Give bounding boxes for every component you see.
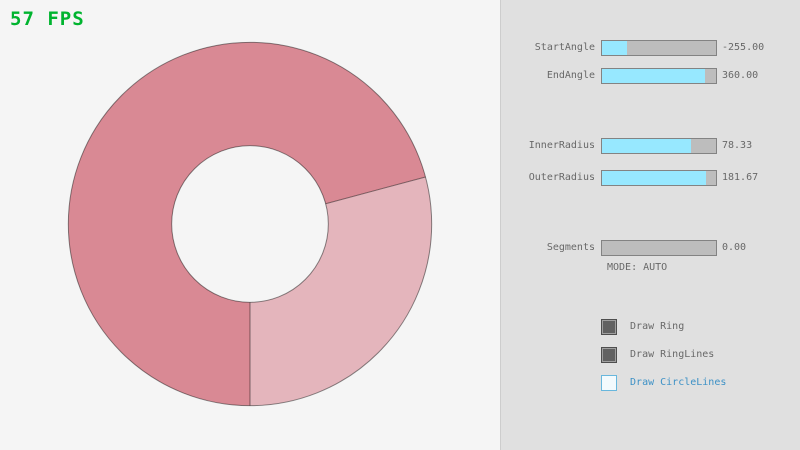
ring-sector-dark: [68, 42, 426, 406]
checkbox-draw-ringlines[interactable]: Draw RingLines: [601, 347, 714, 363]
slider-start-angle: StartAngle -255.00: [501, 40, 800, 56]
slider-outer-radius-value: 181.67: [722, 172, 759, 183]
slider-segments-label: Segments: [546, 242, 595, 253]
fps-counter: 57 FPS: [10, 8, 85, 30]
slider-start-angle-label: StartAngle: [534, 42, 595, 53]
slider-inner-radius: InnerRadius 78.33: [501, 138, 800, 154]
slider-outer-radius-fill: [602, 171, 706, 185]
checkbox-draw-ring[interactable]: Draw Ring: [601, 319, 684, 335]
ring-sector-light: [250, 176, 432, 406]
checkbox-draw-ring-box[interactable]: [601, 319, 617, 335]
controls-panel: StartAngle -255.00 EndAngle 360.00 Inner…: [500, 0, 800, 450]
checkbox-draw-ringlines-box[interactable]: [601, 347, 617, 363]
checkbox-draw-circlelines[interactable]: Draw CircleLines: [601, 375, 726, 391]
slider-start-angle-fill: [602, 41, 627, 55]
slider-outer-radius-label: OuterRadius: [528, 172, 595, 183]
slider-outer-radius-bar[interactable]: [601, 170, 717, 186]
checkbox-draw-circlelines-box[interactable]: [601, 375, 617, 391]
slider-inner-radius-bar[interactable]: [601, 138, 717, 154]
slider-segments-bar[interactable]: [601, 240, 717, 256]
slider-end-angle-label: EndAngle: [546, 70, 595, 81]
slider-end-angle-fill: [602, 69, 705, 83]
slider-outer-radius: OuterRadius 181.67: [501, 170, 800, 186]
ring-radial-line-right: [325, 176, 426, 205]
checkbox-draw-ring-label: Draw Ring: [630, 321, 685, 332]
segments-mode-label: MODE: AUTO: [607, 262, 668, 273]
checkbox-draw-ringlines-label: Draw RingLines: [630, 349, 715, 360]
slider-end-angle: EndAngle 360.00: [501, 68, 800, 84]
slider-inner-radius-fill: [602, 139, 692, 153]
ring-outer-line: [67, 41, 433, 407]
slider-inner-radius-label: InnerRadius: [528, 140, 595, 151]
render-canvas: 57 FPS: [10, 8, 433, 407]
slider-segments: Segments 0.00: [501, 240, 800, 256]
slider-start-angle-value: -255.00: [722, 42, 765, 53]
slider-end-angle-bar[interactable]: [601, 68, 717, 84]
ring-inner-line: [171, 145, 329, 303]
slider-start-angle-bar[interactable]: [601, 40, 717, 56]
slider-inner-radius-value: 78.33: [722, 140, 753, 151]
slider-segments-value: 0.00: [722, 242, 747, 253]
ring-graphic: [67, 41, 433, 407]
checkbox-draw-circlelines-label: Draw CircleLines: [630, 377, 727, 388]
slider-end-angle-value: 360.00: [722, 70, 759, 81]
